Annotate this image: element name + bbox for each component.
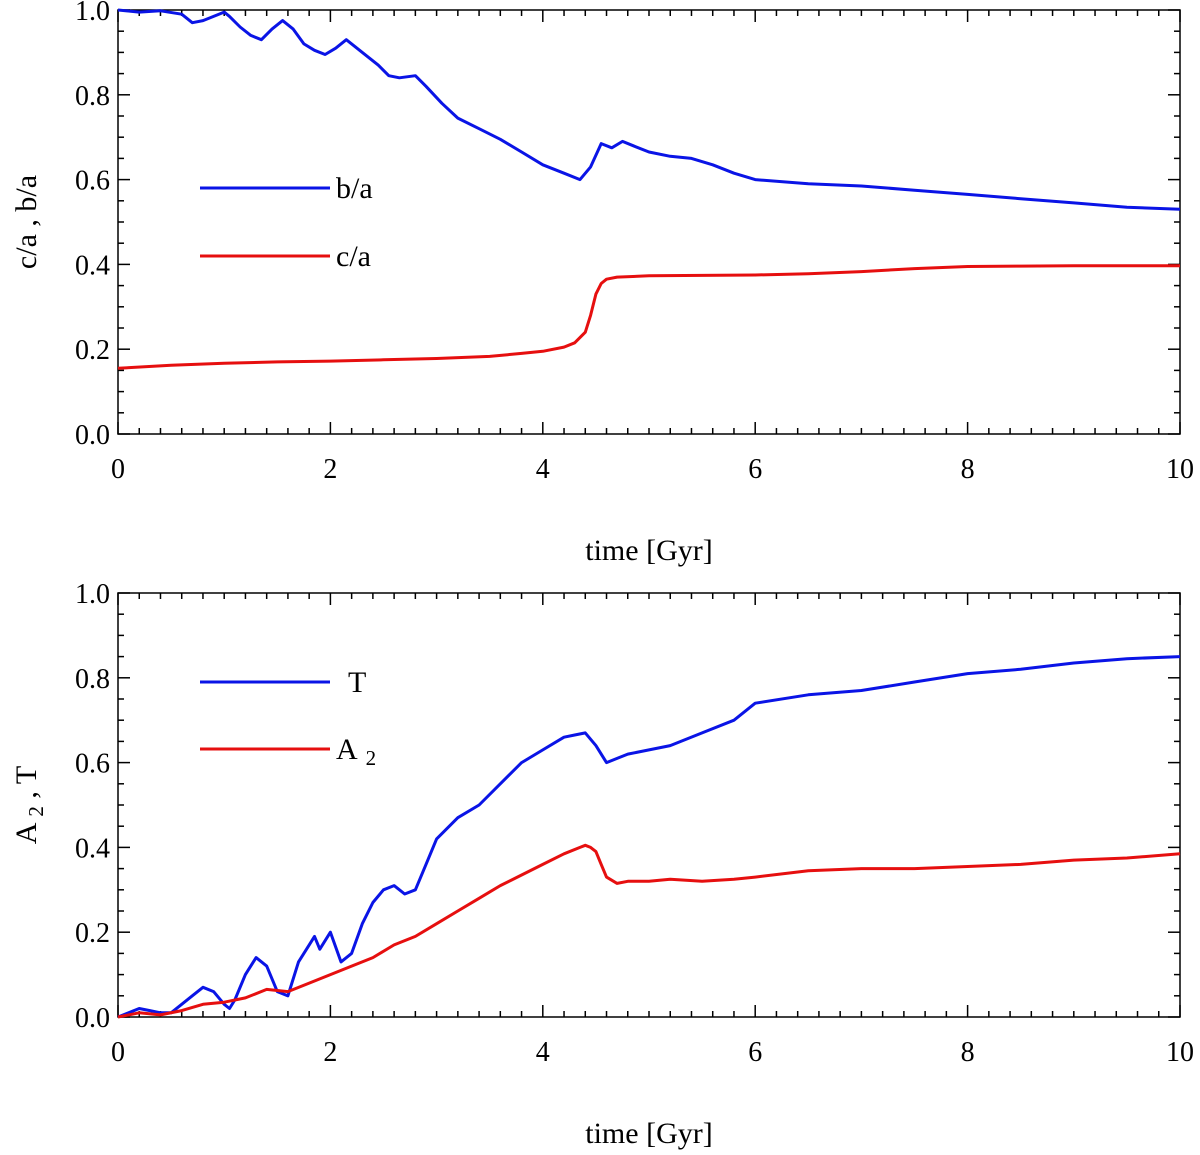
bottom-y-axis-label: A 2 , T bbox=[10, 766, 48, 844]
top-x-tick-label: 10 bbox=[1166, 454, 1194, 485]
bottom-y-tick-label: 1.0 bbox=[75, 579, 110, 610]
bottom-y-label-rest: , T bbox=[10, 766, 43, 806]
top-x-tick-label: 2 bbox=[323, 454, 337, 485]
top-legend: b/a c/a bbox=[200, 172, 373, 273]
bottom-y-tick-label: 0.4 bbox=[75, 833, 110, 864]
top-y-tick-label: 0.8 bbox=[75, 81, 110, 112]
top-y-tick-label: 0.4 bbox=[75, 250, 110, 281]
top-series-lines bbox=[117, 8, 1181, 370]
top-x-axis-label: time [Gyr] bbox=[585, 534, 712, 567]
legend-label-c-a: c/a bbox=[336, 240, 371, 273]
top-tick-labels: 0 2 4 6 8 10 0.0 0.2 0.4 0.6 0.8 1.0 bbox=[75, 0, 1194, 485]
top-y-tick-label: 0.2 bbox=[75, 335, 110, 366]
legend-label-A2-sub: 2 bbox=[366, 746, 377, 770]
top-x-tick-label: 4 bbox=[536, 454, 550, 485]
bottom-y-tick-label: 0.6 bbox=[75, 749, 110, 780]
bottom-x-tick-label: 6 bbox=[748, 1037, 762, 1068]
bottom-y-tick-label: 0.0 bbox=[75, 1003, 110, 1034]
top-y-tick-label: 1.0 bbox=[75, 0, 110, 27]
series-line-b-a bbox=[117, 8, 1181, 211]
top-y-tick-label: 0.6 bbox=[75, 166, 110, 197]
bottom-x-tick-label: 2 bbox=[323, 1037, 337, 1068]
bottom-chart-panel: 0 2 4 6 8 10 0.0 0.2 0.4 0.6 0.8 1.0 time [Gyr] A 2 … bbox=[10, 579, 1194, 1150]
top-x-tick-label: 8 bbox=[961, 454, 975, 485]
bottom-x-axis-label: time [Gyr] bbox=[585, 1117, 712, 1150]
series-line-a-2 bbox=[117, 843, 1181, 1019]
bottom-series-lines bbox=[117, 655, 1181, 1019]
top-chart-panel: 0 2 4 6 8 10 0.0 0.2 0.4 0.6 0.8 1.0 time [Gyr] c/a… bbox=[10, 0, 1194, 567]
legend-label-T: T bbox=[348, 666, 366, 699]
bottom-y-tick-label: 0.8 bbox=[75, 664, 110, 695]
top-y-tick-label: 0.0 bbox=[75, 420, 110, 451]
series-line-c-a bbox=[117, 264, 1180, 370]
top-y-axis-label: c/a , b/a bbox=[10, 175, 43, 269]
bottom-y-tick-label: 0.2 bbox=[75, 918, 110, 949]
bottom-x-tick-label: 4 bbox=[536, 1037, 550, 1068]
top-x-tick-label: 6 bbox=[748, 454, 762, 485]
bottom-x-tick-label: 0 bbox=[111, 1037, 125, 1068]
legend-label-b-a: b/a bbox=[336, 172, 373, 205]
bottom-y-label-sub: 2 bbox=[24, 806, 48, 817]
legend-label-A2-main: A bbox=[336, 733, 358, 766]
series-line-t bbox=[117, 655, 1181, 1019]
bottom-y-label-main: A bbox=[10, 822, 43, 844]
bottom-x-tick-label: 10 bbox=[1166, 1037, 1194, 1068]
top-x-tick-label: 0 bbox=[111, 454, 125, 485]
bottom-tick-labels: 0 2 4 6 8 10 0.0 0.2 0.4 0.6 0.8 1.0 bbox=[75, 579, 1194, 1068]
bottom-x-tick-label: 8 bbox=[961, 1037, 975, 1068]
bottom-axis-ticks bbox=[117, 592, 1181, 1018]
